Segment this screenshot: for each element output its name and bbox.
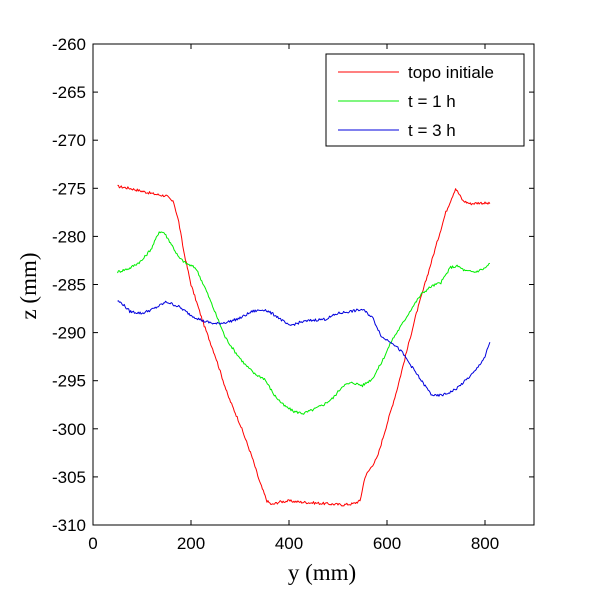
x-tick-label: 600 bbox=[373, 534, 401, 553]
y-tick-label: -310 bbox=[52, 516, 86, 535]
y-tick-label: -260 bbox=[52, 35, 86, 54]
legend-label-1: topo initiale bbox=[408, 63, 494, 82]
y-tick-label: -290 bbox=[52, 324, 86, 343]
y-tick-label: -300 bbox=[52, 420, 86, 439]
y-tick-label: -295 bbox=[52, 372, 86, 391]
y-tick-label: -280 bbox=[52, 227, 86, 246]
legend-box bbox=[325, 53, 525, 147]
series-line-2 bbox=[117, 231, 491, 415]
legend-label-2: t = 1 h bbox=[408, 92, 456, 111]
x-tick-label: 400 bbox=[275, 534, 303, 553]
y-tick-label: -305 bbox=[52, 468, 86, 487]
series-line-1 bbox=[117, 184, 491, 507]
x-tick-label: 200 bbox=[177, 534, 205, 553]
y-tick-label: -270 bbox=[52, 131, 86, 150]
x-tick-label: 800 bbox=[471, 534, 499, 553]
y-axis-label: z (mm) bbox=[16, 252, 41, 319]
y-tick-label: -275 bbox=[52, 179, 86, 198]
x-axis-label: y (mm) bbox=[288, 560, 356, 585]
series-line-3 bbox=[117, 300, 491, 397]
series-layer bbox=[117, 184, 491, 507]
y-tick-label: -265 bbox=[52, 83, 86, 102]
y-tick-label: -285 bbox=[52, 276, 86, 295]
legend-label-3: t = 3 h bbox=[408, 121, 456, 140]
x-tick-label: 0 bbox=[88, 534, 97, 553]
axes-layer: 0 200 400 600 800 -310 -305 -300 -295 -290 -285 -28… bbox=[52, 35, 535, 553]
legend: topo initiale t = 1 h t = 3 h bbox=[325, 53, 525, 147]
